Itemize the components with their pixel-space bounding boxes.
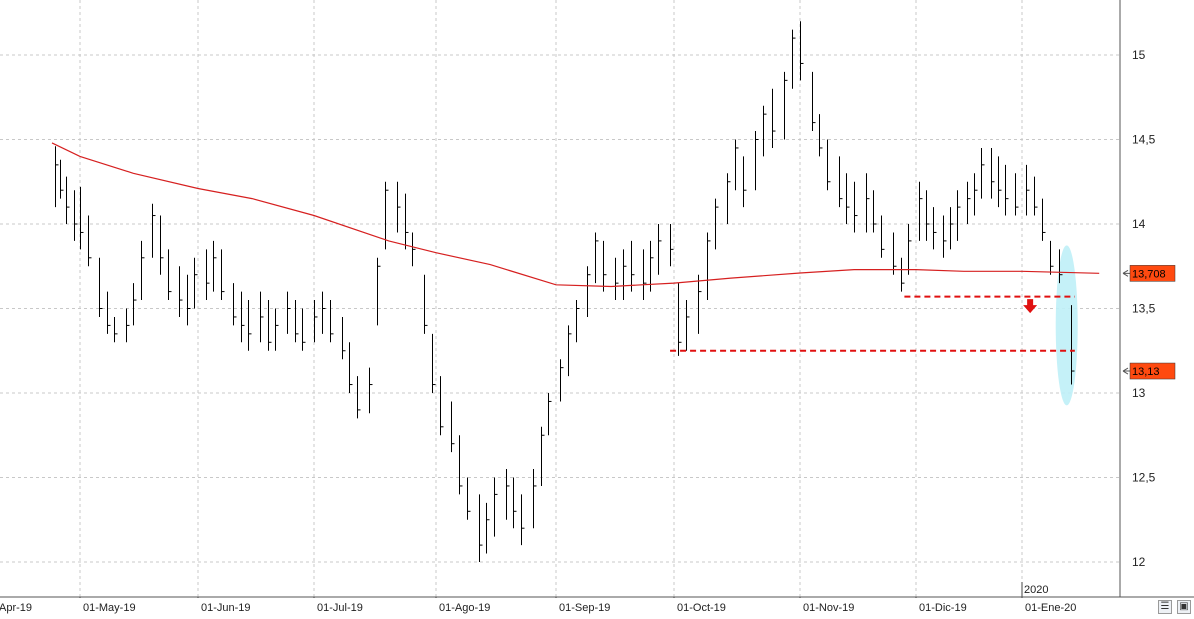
y-tick-label: 13 xyxy=(1132,386,1146,400)
down-arrow-icon xyxy=(1023,299,1038,314)
price-bars xyxy=(55,21,1075,562)
y-tick-label: 14,5 xyxy=(1132,133,1156,147)
x-tick-label: 01-Dic-19 xyxy=(919,602,967,614)
x-tick-label: 01-Jun-19 xyxy=(201,602,251,614)
x-tick-label: 01-Ago-19 xyxy=(439,602,490,614)
y-tick-label: 15 xyxy=(1132,48,1146,62)
y-tick-label: 12,5 xyxy=(1132,471,1156,485)
toolbar-icon[interactable]: ☰ xyxy=(1158,600,1172,614)
price-pointer-icon xyxy=(1122,367,1130,375)
price-badge xyxy=(1129,362,1176,380)
price-label-badges: 13,708 13,13 xyxy=(1122,265,1176,380)
highlight-ellipse xyxy=(1055,245,1078,406)
x-tick-label: 01-Nov-19 xyxy=(803,602,854,614)
price-badge-label: 13,708 xyxy=(1132,268,1166,280)
price-pointer-icon xyxy=(1122,269,1130,277)
x-tick-label: 01-Oct-19 xyxy=(677,602,726,614)
x-tick-label: 01-Ene-20 xyxy=(1025,602,1076,614)
price-badge-label: 13,13 xyxy=(1132,366,1160,378)
chart-annotations-over xyxy=(670,295,1075,352)
moving-average-line xyxy=(51,142,1100,288)
chart-grid xyxy=(0,0,1120,597)
save-disk-icon[interactable]: ▣ xyxy=(1177,600,1191,614)
chart-annotations-under xyxy=(1055,245,1078,406)
x-axis-band xyxy=(0,598,1194,619)
y-tick-label: 14 xyxy=(1132,217,1146,231)
x-axis-tick-labels: Apr-19 01-May-19 01-Jun-19 01-Jul-19 01-Ago-… xyxy=(0,584,1076,614)
x-tick-label: 01-Sep-19 xyxy=(559,602,610,614)
y-tick-label: 12 xyxy=(1132,555,1146,569)
price-badge xyxy=(1129,265,1176,282)
x-tick-label: Apr-19 xyxy=(0,602,32,614)
y-axis-tick-labels: 12 12,5 13 13,5 14 14,5 15 xyxy=(1132,48,1156,569)
x-tick-label: 01-May-19 xyxy=(83,602,136,614)
year-label: 2020 xyxy=(1024,584,1048,596)
x-tick-label: 01-Jul-19 xyxy=(317,602,363,614)
y-tick-label: 13,5 xyxy=(1132,302,1156,316)
ma-series-line xyxy=(51,142,1100,288)
